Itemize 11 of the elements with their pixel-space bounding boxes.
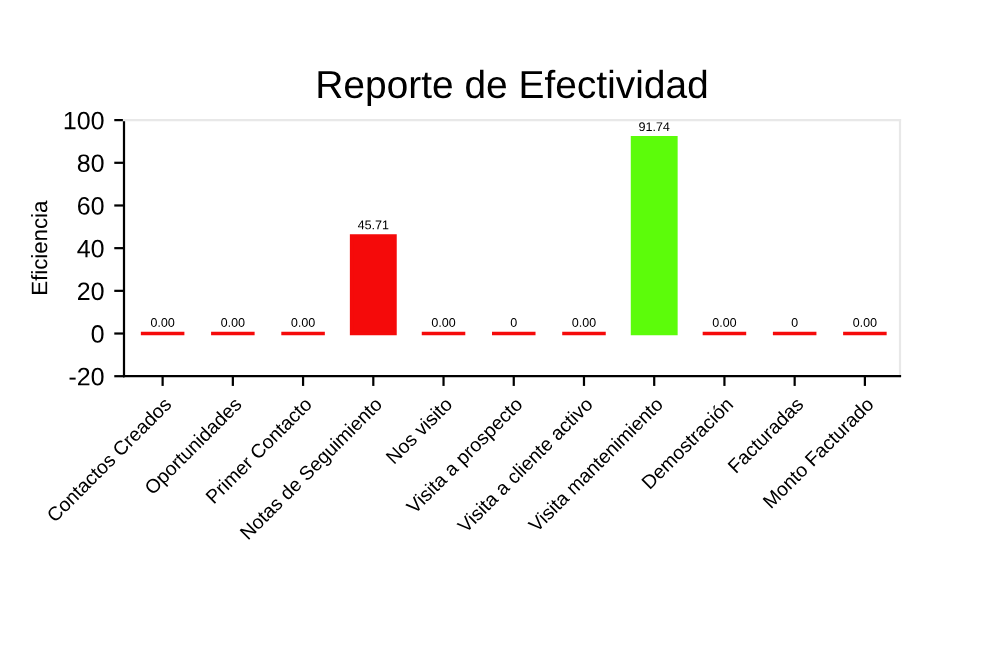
y-tick-label: 80 bbox=[77, 154, 104, 173]
y-tick-label: -20 bbox=[69, 367, 104, 386]
y-tick-label: 100 bbox=[64, 111, 104, 130]
bar bbox=[630, 136, 678, 336]
y-tick-label: 40 bbox=[77, 239, 104, 258]
y-tick-label: 0 bbox=[91, 325, 104, 343]
y-axis-title: Eficiencia bbox=[31, 200, 48, 294]
y-tick-label: 20 bbox=[78, 282, 104, 301]
bar bbox=[349, 234, 397, 336]
chart-title: Reporte de Efectividad bbox=[318, 69, 707, 106]
y-tick-label: 60 bbox=[78, 197, 104, 215]
